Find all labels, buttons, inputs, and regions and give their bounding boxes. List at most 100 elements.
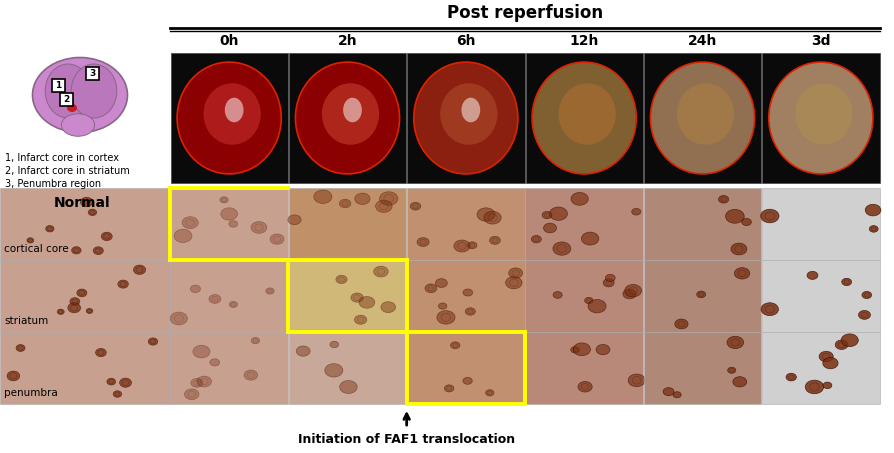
Text: 12h: 12h <box>569 34 599 48</box>
Text: 24h: 24h <box>687 34 717 48</box>
Ellipse shape <box>858 310 871 319</box>
Text: penumbra: penumbra <box>4 388 58 398</box>
Ellipse shape <box>451 342 460 349</box>
Ellipse shape <box>841 334 858 347</box>
Ellipse shape <box>101 232 113 241</box>
Ellipse shape <box>414 62 518 174</box>
Ellipse shape <box>182 217 198 229</box>
Ellipse shape <box>340 199 350 208</box>
Text: 2: 2 <box>63 95 69 103</box>
Bar <box>526 53 643 183</box>
Ellipse shape <box>675 319 688 329</box>
Bar <box>644 188 762 260</box>
Ellipse shape <box>80 197 93 207</box>
Ellipse shape <box>425 284 437 293</box>
Text: Normal: Normal <box>54 196 110 210</box>
Ellipse shape <box>177 62 282 174</box>
Bar <box>170 260 288 332</box>
Text: 1: 1 <box>55 81 61 90</box>
Ellipse shape <box>807 271 818 280</box>
Bar <box>407 53 525 183</box>
Ellipse shape <box>86 308 93 313</box>
Bar <box>526 332 643 404</box>
Ellipse shape <box>726 209 744 223</box>
Ellipse shape <box>733 377 746 387</box>
Ellipse shape <box>197 376 212 387</box>
Ellipse shape <box>359 297 375 308</box>
Ellipse shape <box>581 232 599 245</box>
Bar <box>644 53 761 183</box>
Ellipse shape <box>77 289 87 297</box>
Ellipse shape <box>325 364 342 377</box>
Bar <box>170 332 288 404</box>
Ellipse shape <box>27 238 34 243</box>
Ellipse shape <box>68 303 80 313</box>
Ellipse shape <box>375 200 392 212</box>
Ellipse shape <box>288 215 301 225</box>
Bar <box>0 260 170 332</box>
Ellipse shape <box>224 98 243 122</box>
Ellipse shape <box>229 221 238 227</box>
Ellipse shape <box>862 291 872 299</box>
Ellipse shape <box>719 196 729 203</box>
Ellipse shape <box>484 211 502 224</box>
Ellipse shape <box>322 83 379 145</box>
Text: 3: 3 <box>89 68 95 77</box>
FancyBboxPatch shape <box>60 92 72 106</box>
Ellipse shape <box>795 83 853 145</box>
Ellipse shape <box>96 348 106 357</box>
Text: Initiation of FAF1 translocation: Initiation of FAF1 translocation <box>298 433 515 446</box>
Ellipse shape <box>118 280 129 288</box>
Bar <box>289 332 407 404</box>
Bar <box>526 260 643 332</box>
Ellipse shape <box>490 236 501 245</box>
Ellipse shape <box>72 247 81 254</box>
Ellipse shape <box>506 277 522 289</box>
Ellipse shape <box>819 351 833 362</box>
Ellipse shape <box>16 345 25 352</box>
Ellipse shape <box>435 279 447 288</box>
Ellipse shape <box>174 229 192 242</box>
Ellipse shape <box>343 98 362 122</box>
Ellipse shape <box>93 247 104 255</box>
Ellipse shape <box>823 382 831 389</box>
Ellipse shape <box>251 222 267 233</box>
Ellipse shape <box>463 289 473 296</box>
Ellipse shape <box>465 308 476 315</box>
Ellipse shape <box>651 62 755 174</box>
Ellipse shape <box>742 218 751 226</box>
Ellipse shape <box>454 240 470 252</box>
Ellipse shape <box>544 223 557 233</box>
Ellipse shape <box>559 83 616 145</box>
Ellipse shape <box>869 226 878 232</box>
Ellipse shape <box>553 292 562 299</box>
Text: 1, Infarct core in cortex: 1, Infarct core in cortex <box>5 153 119 163</box>
Ellipse shape <box>209 294 221 304</box>
Ellipse shape <box>170 312 188 325</box>
Ellipse shape <box>865 204 881 216</box>
Ellipse shape <box>340 381 358 394</box>
Ellipse shape <box>351 293 363 302</box>
Text: cortical core: cortical core <box>4 244 69 254</box>
Ellipse shape <box>190 378 203 387</box>
Text: 2h: 2h <box>338 34 358 48</box>
Ellipse shape <box>727 336 744 348</box>
Ellipse shape <box>330 341 339 348</box>
Ellipse shape <box>786 373 797 381</box>
Ellipse shape <box>509 268 523 278</box>
Ellipse shape <box>531 236 542 243</box>
Ellipse shape <box>46 64 91 118</box>
Ellipse shape <box>70 298 80 305</box>
Text: 6h: 6h <box>456 34 476 48</box>
Bar <box>762 332 880 404</box>
Ellipse shape <box>734 268 750 279</box>
Ellipse shape <box>477 208 495 221</box>
Ellipse shape <box>761 209 779 223</box>
Ellipse shape <box>761 303 779 316</box>
Text: 2, Infarct core in striatum: 2, Infarct core in striatum <box>5 166 130 176</box>
Ellipse shape <box>266 288 274 294</box>
Ellipse shape <box>463 377 472 384</box>
Ellipse shape <box>438 303 447 309</box>
Bar <box>0 332 170 404</box>
Ellipse shape <box>728 367 736 373</box>
